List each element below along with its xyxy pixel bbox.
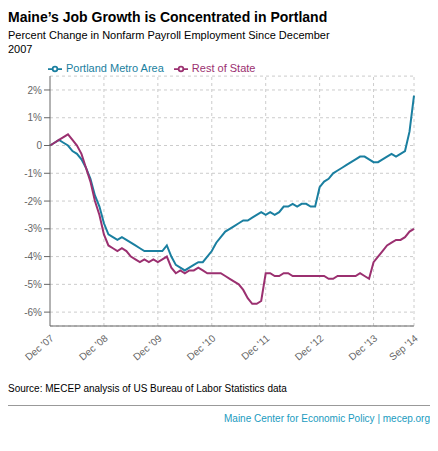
html-text:Maine Center for Economic Poli: Maine Center for Economic Policy | mecep… [224, 413, 430, 424]
svg-text:-2%: -2% [24, 196, 42, 207]
svg-text:Dec '12: Dec '12 [293, 332, 326, 362]
svg-text:Dec '11: Dec '11 [239, 332, 272, 362]
svg-text:-3%: -3% [24, 223, 42, 234]
svg-text:-5%: -5% [24, 279, 42, 290]
svg-text:Dec '10: Dec '10 [185, 332, 218, 362]
html-text:Maine’s Job Growth is Concentr: Maine’s Job Growth is Concentrated in Po… [8, 9, 328, 25]
svg-text:Dec '09: Dec '09 [131, 332, 164, 362]
svg-text:Sep '14: Sep '14 [387, 332, 420, 362]
html-text:Portland Metro Area: Portland Metro Area [66, 62, 164, 74]
html-text:Percent Change in Nonfarm Payr: Percent Change in Nonfarm Payroll Employ… [8, 29, 330, 55]
svg-text:Dec '13: Dec '13 [347, 332, 380, 362]
html-text:Rest of State: Rest of State [191, 62, 256, 74]
svg-text:Dec '07: Dec '07 [23, 332, 56, 362]
svg-text:0: 0 [36, 140, 42, 151]
svg-text:2%: 2% [28, 85, 43, 96]
svg-text:-1%: -1% [24, 168, 42, 179]
html-text:Source: MECEP analysis of US B: Source: MECEP analysis of US Bureau of L… [8, 383, 287, 394]
svg-text:-6%: -6% [24, 307, 42, 318]
svg-text:Dec '08: Dec '08 [77, 332, 110, 362]
svg-text:-4%: -4% [24, 251, 42, 262]
svg-text:1%: 1% [28, 112, 43, 123]
